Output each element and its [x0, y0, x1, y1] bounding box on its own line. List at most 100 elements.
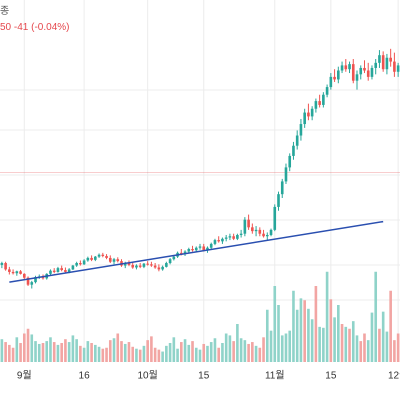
candle-body [67, 269, 71, 272]
candle-body [64, 270, 67, 272]
candle-body [157, 267, 161, 270]
candle-body [337, 70, 340, 80]
candle-body [269, 229, 273, 235]
volume-bar [355, 335, 359, 362]
volume-bar [161, 351, 164, 362]
candle-body [206, 247, 209, 251]
volume-bar [191, 341, 194, 362]
candle-body [374, 62, 378, 68]
volume-bar [26, 328, 30, 362]
candle-body [292, 145, 295, 156]
candle-body [284, 167, 288, 182]
volume-bar [172, 337, 176, 362]
volume-bar [127, 342, 131, 362]
candle-body [322, 94, 325, 105]
volume-bar [299, 298, 303, 362]
candle-body [168, 259, 172, 264]
volume-bar [8, 344, 11, 362]
candle-body [146, 263, 149, 265]
candle-body [49, 270, 52, 274]
price-change-label: 50 -41 (-0.04%) [0, 22, 70, 33]
volume-bar [97, 346, 101, 362]
candle-body [138, 265, 142, 267]
volume-bar [71, 335, 75, 362]
candle-body [217, 240, 220, 242]
volume-bar [180, 342, 183, 362]
candle-body [183, 251, 187, 255]
volume-bar [265, 309, 269, 362]
volume-bar [221, 343, 224, 362]
volume-bar [67, 342, 71, 362]
candle-body [236, 234, 239, 239]
candle-body [127, 263, 131, 265]
candle-body [56, 268, 60, 272]
volume-bar [30, 334, 34, 362]
volume-bar [254, 345, 258, 362]
volume-bar [79, 345, 82, 362]
candle-body [90, 257, 93, 260]
candle-body [153, 265, 157, 268]
volume-bar [146, 340, 149, 362]
volume-bar [22, 333, 26, 362]
volume-bar [329, 299, 333, 362]
candle-body [71, 265, 75, 270]
candle-body [228, 236, 232, 238]
volume-bar [292, 290, 295, 362]
candle-body [187, 249, 191, 252]
candle-body [303, 112, 306, 125]
candle-body [142, 263, 146, 267]
candle-body [82, 260, 86, 265]
volume-bar [340, 324, 344, 362]
candle-body [15, 271, 19, 274]
volume-bar [378, 328, 381, 362]
volume-bar [213, 338, 217, 362]
volume-bar [239, 338, 243, 362]
candle-body [251, 227, 254, 232]
volume-bar [82, 347, 86, 362]
volume-bar [348, 328, 351, 362]
volume-bar [101, 348, 105, 362]
volume-bar [251, 342, 254, 362]
volume-bar [176, 348, 179, 362]
candle-body [363, 67, 366, 71]
volume-bar [135, 348, 138, 362]
candle-body [378, 55, 381, 63]
candle-body [97, 254, 101, 257]
volume-bar [206, 345, 209, 362]
candle-body [202, 246, 206, 251]
volume-bar [363, 333, 366, 362]
trendline [9, 220, 384, 283]
volume-bar [108, 340, 112, 362]
candle-body [221, 238, 224, 242]
volume-bar [90, 343, 93, 362]
candle-body [26, 277, 30, 285]
volume-bar [314, 286, 318, 362]
volume-bar [131, 346, 135, 362]
volume-bar [370, 312, 374, 362]
candle-body [11, 271, 15, 274]
volume-bar [318, 326, 321, 362]
volume-bar [247, 343, 250, 362]
volume-bar [351, 321, 355, 362]
candle-body [8, 269, 11, 272]
volume-bar [277, 305, 280, 362]
volume-bar [303, 300, 306, 362]
candle-body [198, 246, 202, 248]
volume-bar [4, 342, 7, 362]
volume-bar [75, 339, 78, 362]
volume-bar [273, 286, 277, 362]
volume-bar [374, 271, 378, 362]
candle-body [348, 64, 351, 70]
volume-bar [325, 271, 329, 362]
volume-bar [232, 341, 235, 362]
volume-bar [280, 335, 284, 362]
header-label: 종 [0, 6, 10, 17]
volume-bar [41, 343, 45, 362]
volume-bar [165, 345, 168, 362]
volume-bar [322, 327, 325, 362]
volume-bar [86, 341, 90, 362]
candle-body [224, 237, 228, 239]
volume-bar [389, 290, 392, 362]
